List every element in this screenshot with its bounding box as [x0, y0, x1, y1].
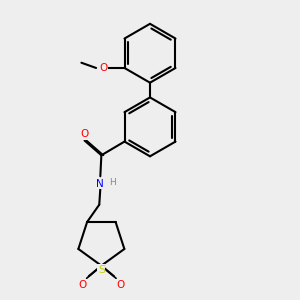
Text: S: S: [98, 265, 105, 275]
Text: O: O: [78, 280, 87, 290]
Text: N: N: [96, 179, 104, 189]
Text: H: H: [110, 178, 116, 187]
Text: O: O: [80, 129, 89, 139]
Text: O: O: [116, 280, 124, 290]
Text: O: O: [99, 63, 108, 73]
